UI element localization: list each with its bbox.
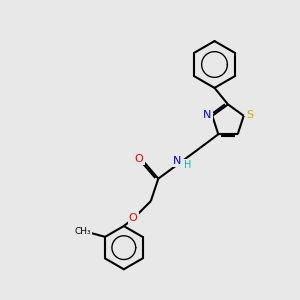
Text: O: O: [129, 213, 137, 223]
Text: O: O: [135, 154, 143, 164]
Text: CH₃: CH₃: [74, 226, 91, 236]
Text: N: N: [173, 156, 182, 166]
Text: N: N: [203, 110, 212, 120]
Text: H: H: [184, 160, 191, 170]
Text: S: S: [247, 110, 254, 120]
